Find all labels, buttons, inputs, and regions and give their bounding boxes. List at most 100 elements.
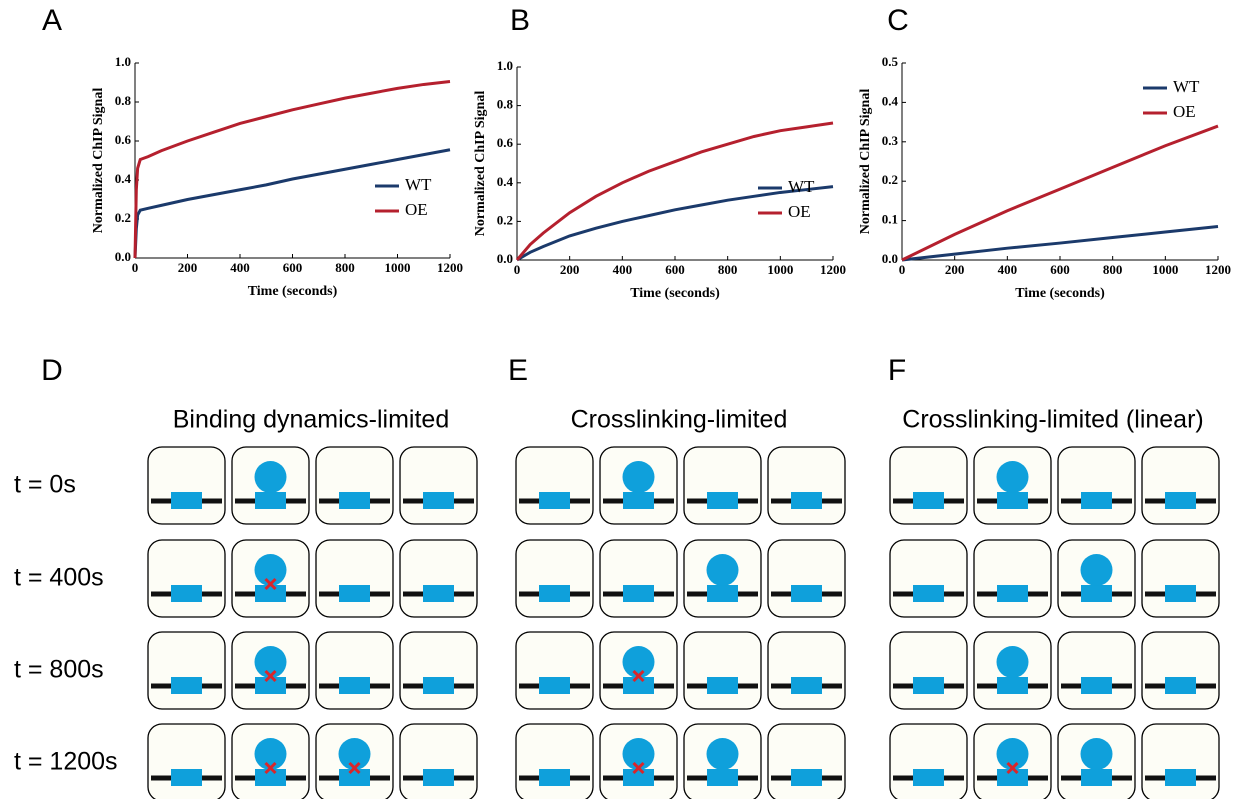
cell (400, 540, 477, 617)
x-tick-label: 800 (1103, 262, 1123, 277)
binding-site (913, 492, 944, 509)
x-tick-label: 0 (899, 262, 906, 277)
x-tick-label: 0 (132, 260, 139, 275)
y-tick-label: 0.2 (115, 210, 131, 225)
x-tick-label: 1000 (767, 262, 793, 277)
y-tick-label: 0.8 (115, 93, 132, 108)
x-axis-label: Time (seconds) (630, 286, 720, 301)
y-tick-label: 0.4 (115, 171, 132, 186)
binding-site (1165, 585, 1196, 602)
binding-site (791, 769, 822, 786)
binding-site (791, 585, 822, 602)
binding-site (1081, 585, 1112, 602)
binding-site (997, 492, 1028, 509)
binding-site (1165, 492, 1196, 509)
binding-site (539, 769, 570, 786)
binding-site (171, 677, 202, 694)
protein (1081, 738, 1113, 770)
y-tick-label: 0.3 (882, 133, 899, 148)
x-tick-label: 600 (283, 260, 303, 275)
binding-site (539, 677, 570, 694)
cell (148, 447, 225, 524)
binding-site (707, 677, 738, 694)
x-axis-label: Time (seconds) (1015, 286, 1105, 301)
binding-site (171, 585, 202, 602)
binding-site (997, 769, 1028, 786)
cell (316, 447, 393, 524)
cell (516, 540, 593, 617)
panel-label: A (42, 4, 62, 37)
cell (400, 724, 477, 799)
x-tick-label: 600 (665, 262, 685, 277)
protein (255, 554, 287, 586)
x-tick-label: 400 (613, 262, 633, 277)
binding-site (791, 492, 822, 509)
cell (1058, 447, 1135, 524)
cell (400, 632, 477, 709)
cell (148, 632, 225, 709)
cell (768, 447, 845, 524)
cell (684, 632, 761, 709)
cell (1142, 724, 1219, 799)
protein (255, 738, 287, 770)
y-tick-label: 0.4 (497, 174, 514, 189)
panel-label: B (510, 4, 530, 37)
cell (148, 540, 225, 617)
diagram-title: Binding dynamics-limited (173, 406, 450, 434)
panel-label: C (887, 4, 909, 37)
x-axis-label: Time (seconds) (248, 284, 338, 299)
row-label: t = 400s (14, 564, 104, 592)
protein (255, 646, 287, 678)
binding-site (913, 585, 944, 602)
y-tick-label: 0.0 (882, 251, 898, 266)
binding-site (913, 677, 944, 694)
binding-site (1081, 769, 1112, 786)
cell (516, 724, 593, 799)
series-line (902, 227, 1218, 260)
binding-site (423, 769, 454, 786)
binding-site (423, 492, 454, 509)
binding-site (255, 585, 286, 602)
protein (623, 646, 655, 678)
cell (768, 724, 845, 799)
cell (1058, 632, 1135, 709)
cell (684, 447, 761, 524)
protein (339, 738, 371, 770)
binding-site (791, 677, 822, 694)
binding-site (423, 585, 454, 602)
binding-site (171, 769, 202, 786)
protein (255, 461, 287, 493)
protein (707, 554, 739, 586)
x-tick-label: 200 (560, 262, 580, 277)
x-tick-label: 1000 (1152, 262, 1178, 277)
binding-site (1165, 677, 1196, 694)
y-axis-label: Normalized ChIP Signal (91, 88, 106, 234)
cell (890, 632, 967, 709)
binding-site (1081, 492, 1112, 509)
protein (623, 461, 655, 493)
panel-label: E (508, 354, 528, 387)
cell (516, 632, 593, 709)
binding-site (539, 492, 570, 509)
y-tick-label: 0.2 (497, 212, 513, 227)
series-line (517, 187, 833, 260)
y-tick-label: 0.0 (115, 249, 131, 264)
y-tick-label: 0.1 (882, 212, 898, 227)
binding-site (339, 677, 370, 694)
cell (1142, 540, 1219, 617)
x-tick-label: 800 (718, 262, 738, 277)
panel-label: F (888, 354, 906, 387)
y-tick-label: 0.2 (882, 172, 898, 187)
x-tick-label: 200 (945, 262, 965, 277)
x-tick-label: 600 (1050, 262, 1070, 277)
series-line (135, 82, 450, 258)
x-tick-label: 400 (230, 260, 250, 275)
cell (890, 447, 967, 524)
y-tick-label: 1.0 (115, 54, 131, 69)
binding-site (623, 492, 654, 509)
protein (623, 738, 655, 770)
binding-site (255, 492, 286, 509)
cell (890, 724, 967, 799)
cell (148, 724, 225, 799)
binding-site (997, 677, 1028, 694)
